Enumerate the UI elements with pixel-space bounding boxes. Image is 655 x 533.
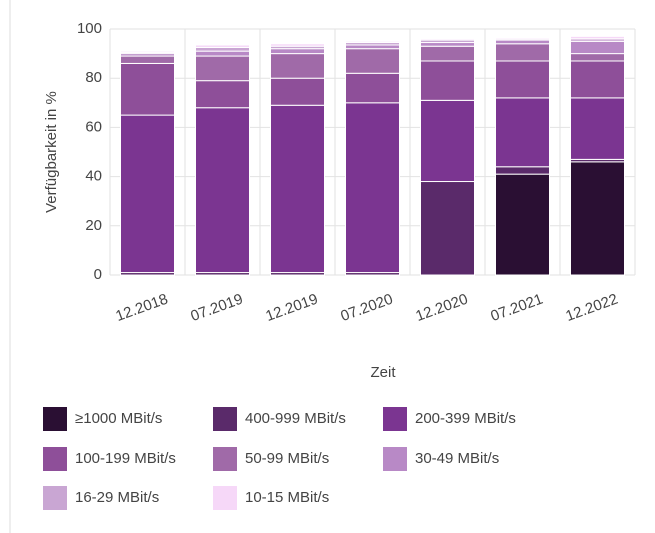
x-tick-label: 07.2020 (338, 291, 395, 326)
y-tick-label: 80 (85, 69, 102, 86)
legend-label: 400-999 MBit/s (245, 410, 346, 427)
bar-segment (420, 42, 475, 47)
x-tick-label: 12.2018 (113, 291, 170, 326)
legend-label: 200-399 MBit/s (415, 410, 516, 427)
bar-segment (270, 48, 325, 55)
y-tick-label: 60 (85, 118, 102, 135)
bar-segment (495, 166, 550, 175)
bar-segment (195, 46, 250, 52)
bar-segment (195, 80, 250, 109)
bar-segment (570, 60, 625, 99)
x-tick-label: 12.2020 (413, 291, 470, 326)
x-tick-label: 07.2021 (488, 291, 545, 326)
bar-segment (345, 48, 400, 74)
y-tick-label: 0 (94, 266, 102, 283)
bar-segment (420, 60, 475, 101)
bar-segment (345, 44, 400, 50)
bar-segment (345, 40, 400, 44)
bar-segment (270, 77, 325, 106)
x-tick-label: 12.2022 (563, 291, 620, 326)
bar-segment (195, 55, 250, 82)
y-tick-label: 20 (85, 217, 102, 234)
y-axis-label: Verfügbarkeit in % (43, 91, 60, 213)
bar-segment (420, 99, 475, 183)
bar-segment (420, 38, 475, 41)
legend-swatch (43, 447, 67, 471)
bar-segment (495, 173, 550, 276)
legend-label: ≥1000 MBit/s (75, 410, 162, 427)
bar-segment (570, 40, 625, 55)
legend-swatch (213, 447, 237, 471)
y-tick-label: 40 (85, 168, 102, 185)
x-tick-label: 07.2019 (188, 291, 245, 326)
bar-segment (270, 104, 325, 274)
y-tick-label: 100 (77, 20, 102, 37)
bar-segment (570, 53, 625, 62)
legend-label: 16-29 MBit/s (75, 489, 159, 506)
bar-segment (345, 72, 400, 104)
legend-swatch (43, 407, 67, 431)
bar-segment (570, 161, 625, 276)
x-axis-label: Zeit (370, 364, 396, 381)
bar-segment (120, 114, 175, 274)
legend-swatch (383, 407, 407, 431)
bar-segment (495, 43, 550, 62)
x-tick-label: 12.2019 (263, 291, 320, 326)
legend-label: 100-199 MBit/s (75, 450, 176, 467)
legend-swatch (43, 486, 67, 510)
bar-segment (570, 97, 625, 160)
legend-swatch (383, 447, 407, 471)
bar-segment (120, 50, 175, 53)
bar-segment (195, 50, 250, 57)
legend-swatch (213, 407, 237, 431)
bar-segment (270, 53, 325, 79)
legend-label: 10-15 MBit/s (245, 489, 329, 506)
bar-segment (420, 181, 475, 276)
bar-segment (345, 102, 400, 274)
legend-label: 30-49 MBit/s (415, 450, 499, 467)
bar-segment (120, 55, 175, 64)
bar-segment (570, 35, 625, 40)
bar-segment (495, 37, 550, 40)
bar-segment (120, 62, 175, 116)
bar-segment (495, 97, 550, 168)
bar-segment (195, 107, 250, 274)
bar-segment (495, 39, 550, 45)
bar-segment (420, 45, 475, 62)
bar-segment (495, 60, 550, 99)
legend-swatch (213, 486, 237, 510)
bar-segment (195, 44, 250, 48)
bar-segment (270, 43, 325, 47)
legend-label: 50-99 MBit/s (245, 450, 329, 467)
